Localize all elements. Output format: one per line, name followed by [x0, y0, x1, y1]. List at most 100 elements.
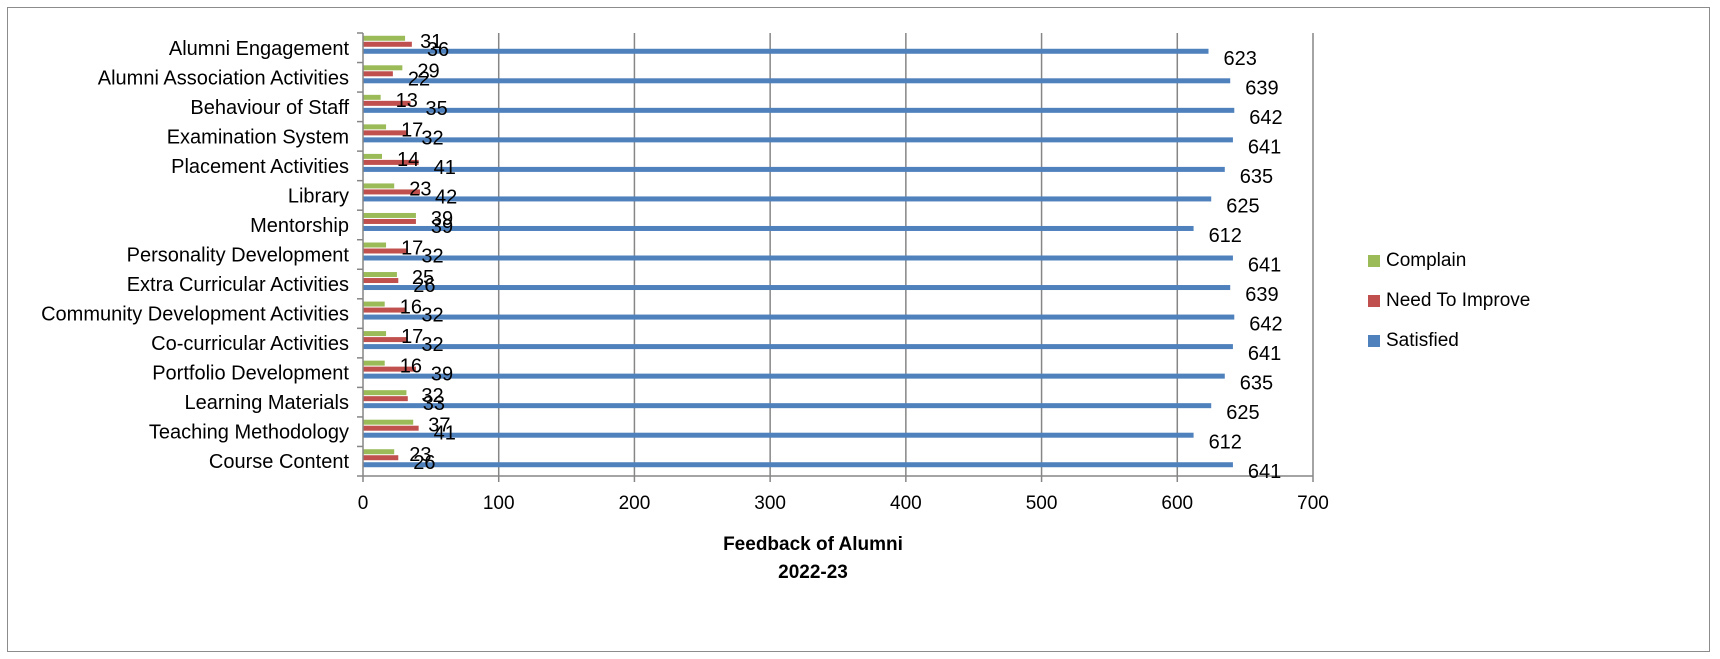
bar-need-to-improve: [363, 248, 407, 254]
legend-swatch: [1368, 335, 1380, 347]
category-label: Extra Curricular Activities: [127, 274, 349, 296]
bar-complain: [363, 390, 407, 396]
bar-complain: [363, 301, 385, 307]
bar-need-to-improve: [363, 159, 419, 165]
data-label: 35: [426, 98, 448, 120]
data-label: 642: [1249, 107, 1282, 129]
gridlines: [497, 33, 1314, 476]
data-label: 29: [417, 60, 439, 82]
data-label: 635: [1240, 373, 1273, 395]
bar-need-to-improve: [363, 307, 407, 313]
bar-complain: [363, 242, 387, 248]
data-label: 22: [408, 68, 430, 90]
data-label: 17: [401, 326, 423, 348]
bar-satisfied: [363, 373, 1225, 379]
data-label: 41: [434, 157, 456, 179]
data-label: 39: [431, 208, 453, 230]
data-label: 639: [1245, 77, 1278, 99]
category-label: Mentorship: [250, 215, 349, 237]
data-label: 32: [421, 246, 443, 268]
data-label: 17: [401, 119, 423, 141]
bar-need-to-improve: [363, 100, 411, 106]
data-label: 23: [409, 178, 431, 200]
bar-complain: [363, 449, 395, 455]
bar-need-to-improve: [363, 425, 419, 431]
data-label: 39: [431, 364, 453, 386]
data-label: 42: [435, 186, 457, 208]
legend: Complain Need To Improve Satisfied: [1368, 250, 1530, 351]
bar-satisfied: [363, 78, 1231, 84]
bar-satisfied: [363, 166, 1225, 172]
category-label: Placement Activities: [171, 156, 349, 178]
bar-complain: [363, 65, 403, 71]
category-label: Library: [288, 185, 349, 207]
bar-satisfied: [363, 225, 1194, 231]
data-label: 26: [413, 275, 435, 297]
bar-satisfied: [363, 344, 1233, 350]
data-label: 13: [396, 90, 418, 112]
bars: [363, 35, 1235, 468]
bar-complain: [363, 212, 416, 218]
data-label: 641: [1248, 343, 1281, 365]
bar-satisfied: [363, 432, 1194, 438]
bar-need-to-improve: [363, 396, 408, 402]
bar-need-to-improve: [363, 189, 420, 195]
bar-need-to-improve: [363, 71, 393, 77]
bar-complain: [363, 360, 385, 366]
bar-need-to-improve: [363, 218, 416, 224]
data-label: 32: [421, 385, 443, 407]
data-label: 14: [397, 149, 419, 171]
x-tick-label: 500: [1026, 493, 1058, 514]
bar-complain: [363, 272, 397, 278]
data-label: 37: [428, 415, 450, 437]
data-label: 32: [421, 127, 443, 149]
data-label: 31: [420, 31, 442, 53]
category-label: Portfolio Development: [152, 363, 349, 385]
data-label: 23: [409, 444, 431, 466]
data-label: 32: [421, 305, 443, 327]
data-label: 36: [427, 39, 449, 61]
category-label: Teaching Methodology: [149, 422, 349, 444]
data-label: 39: [431, 216, 453, 238]
data-label: 639: [1245, 284, 1278, 306]
bar-complain: [363, 124, 387, 130]
bar-complain: [363, 183, 395, 189]
category-label: Alumni Association Activities: [98, 67, 349, 89]
category-label: Course Content: [209, 451, 350, 473]
legend-label: Need To Improve: [1386, 290, 1530, 311]
data-label: 641: [1248, 255, 1281, 277]
x-tick-label: 200: [619, 493, 651, 514]
bar-need-to-improve: [363, 337, 407, 343]
bar-satisfied: [363, 285, 1231, 291]
bar-need-to-improve: [363, 41, 412, 47]
x-tick-label: 0: [358, 493, 369, 514]
bar-complain: [363, 153, 382, 159]
category-label: Learning Materials: [184, 392, 349, 414]
data-label: 635: [1240, 166, 1273, 188]
category-labels: Course Content Teaching Methodology Learni…: [41, 38, 349, 473]
x-axis-title-line: Feedback of Alumni: [723, 534, 903, 555]
legend-swatch: [1368, 295, 1380, 307]
bar-need-to-improve: [363, 455, 399, 461]
category-label: Co-curricular Activities: [151, 333, 349, 355]
chart-area: 23 26 641 37 41 612 32 33 625 16 39 635 17 32 641 16 32 6…: [7, 7, 1710, 652]
data-label: 642: [1249, 314, 1282, 336]
bar-complain: [363, 35, 406, 41]
data-label: 41: [434, 423, 456, 445]
data-label: 641: [1248, 461, 1281, 483]
x-tick-label: 600: [1161, 493, 1193, 514]
x-axis-title: Feedback of Alumni 2022-23: [723, 534, 903, 583]
legend-label: Complain: [1386, 250, 1466, 271]
data-label: 32: [421, 334, 443, 356]
category-label: Alumni Engagement: [169, 38, 350, 60]
data-label: 33: [423, 393, 445, 415]
data-label: 16: [400, 356, 422, 378]
x-tick-label: 700: [1297, 493, 1329, 514]
category-label: Examination System: [167, 126, 349, 148]
bar-satisfied: [363, 314, 1235, 320]
x-axis-title-line: 2022-23: [778, 562, 848, 583]
category-label: Behaviour of Staff: [190, 97, 349, 119]
x-tick-label: 100: [483, 493, 515, 514]
